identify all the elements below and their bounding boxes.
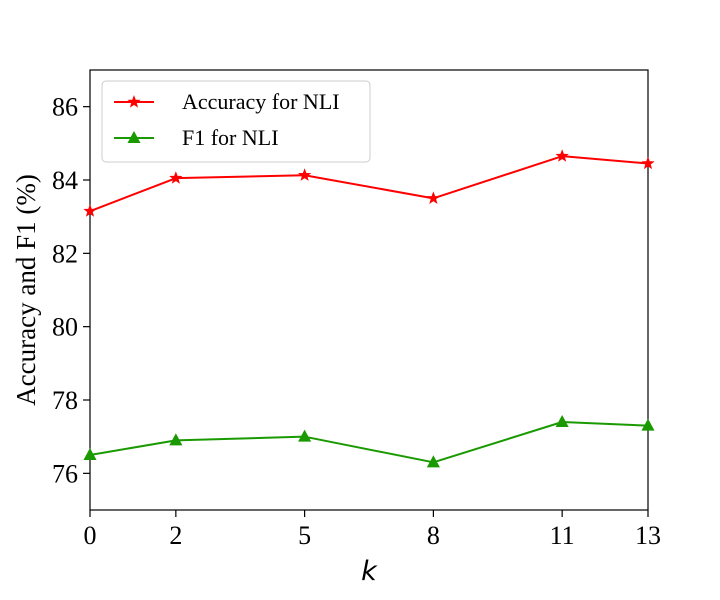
y-tick-label: 80 — [52, 313, 78, 342]
legend-box — [101, 80, 371, 163]
ticks-layer: 76 78 80 82 84 86 0 2 5 8 11 13 — [52, 93, 661, 550]
data-point — [298, 429, 312, 442]
x-tick-label: 8 — [427, 521, 440, 550]
data-point — [169, 433, 183, 446]
y-tick-label: 78 — [52, 386, 78, 415]
data-point — [83, 204, 97, 217]
series-line-0 — [89, 155, 649, 213]
data-point — [555, 149, 569, 162]
data-point — [169, 171, 183, 184]
data-point — [298, 168, 312, 181]
y-tick-label: 86 — [52, 93, 78, 122]
x-tick-label: 2 — [169, 521, 182, 550]
data-point — [426, 191, 440, 204]
x-tick-label: 0 — [84, 521, 97, 550]
y-tick-label: 84 — [52, 166, 78, 195]
y-axis-label: Accuracy and F1 (%) — [11, 174, 41, 406]
plot-area — [89, 69, 649, 511]
legend-marker — [127, 130, 141, 143]
legend: Accuracy for NLI F1 for NLI — [101, 80, 371, 163]
data-point — [641, 418, 655, 431]
legend-marker — [127, 95, 141, 108]
x-tick-label: 13 — [635, 521, 661, 550]
y-tick-label: 76 — [52, 459, 78, 488]
axes-border — [89, 69, 649, 511]
data-point — [641, 156, 655, 170]
legend-label: F1 for NLI — [182, 125, 279, 150]
x-tick-label: 5 — [298, 521, 311, 550]
data-point — [83, 447, 97, 460]
series-layer — [83, 149, 655, 468]
x-tick-label: 11 — [550, 521, 575, 550]
series-line-1 — [89, 421, 649, 464]
x-axis-label: k — [361, 556, 378, 587]
data-point — [426, 455, 440, 468]
data-point — [555, 414, 569, 427]
y-tick-label: 82 — [52, 239, 78, 268]
legend-label: Accuracy for NLI — [182, 89, 340, 114]
